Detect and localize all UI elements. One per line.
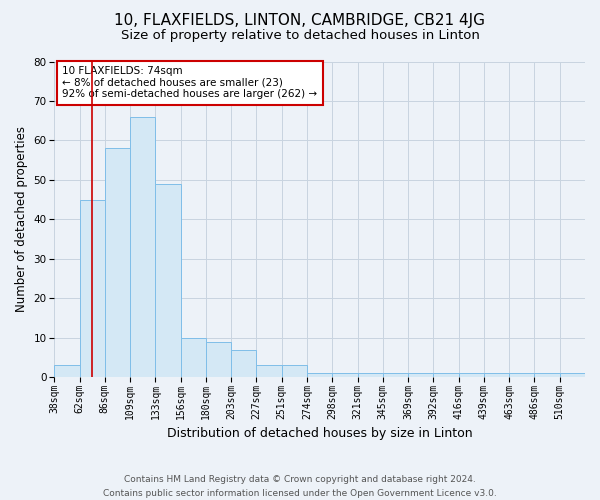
Bar [231, 350, 256, 377]
Text: 10 FLAXFIELDS: 74sqm
← 8% of detached houses are smaller (23)
92% of semi-detach: 10 FLAXFIELDS: 74sqm ← 8% of detached ho… [62, 66, 317, 100]
Bar [535, 373, 560, 377]
Bar [130, 116, 155, 377]
Bar [155, 184, 181, 377]
Bar [181, 338, 206, 377]
Bar [458, 373, 484, 377]
Bar [55, 366, 80, 377]
Bar [332, 373, 358, 377]
Bar [80, 200, 105, 377]
Bar [282, 366, 307, 377]
Bar [256, 366, 282, 377]
Y-axis label: Number of detached properties: Number of detached properties [15, 126, 28, 312]
Bar [105, 148, 130, 377]
Bar [206, 342, 231, 377]
Text: 10, FLAXFIELDS, LINTON, CAMBRIDGE, CB21 4JG: 10, FLAXFIELDS, LINTON, CAMBRIDGE, CB21 … [115, 12, 485, 28]
Text: Contains HM Land Registry data © Crown copyright and database right 2024.
Contai: Contains HM Land Registry data © Crown c… [103, 476, 497, 498]
Bar [433, 373, 458, 377]
X-axis label: Distribution of detached houses by size in Linton: Distribution of detached houses by size … [167, 427, 472, 440]
Bar [560, 373, 585, 377]
Bar [408, 373, 433, 377]
Bar [358, 373, 383, 377]
Text: Size of property relative to detached houses in Linton: Size of property relative to detached ho… [121, 29, 479, 42]
Bar [509, 373, 535, 377]
Bar [383, 373, 408, 377]
Bar [484, 373, 509, 377]
Bar [307, 373, 332, 377]
